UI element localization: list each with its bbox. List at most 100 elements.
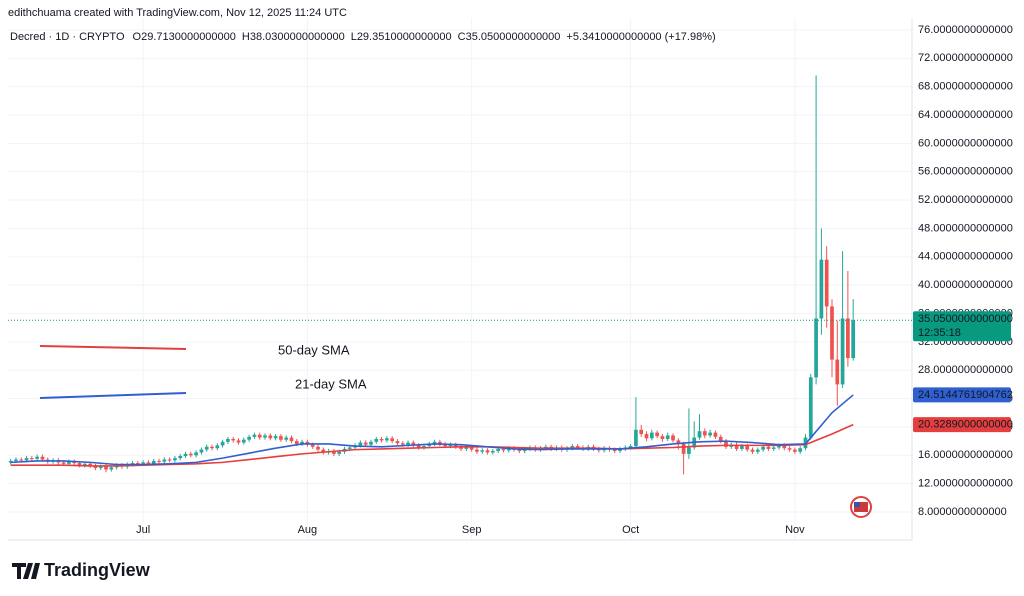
candle-body <box>634 429 638 447</box>
legend-label: 50-day SMA <box>278 342 350 357</box>
candle-body <box>257 434 262 438</box>
y-tick-label: 28.0000000000000 <box>918 364 1013 376</box>
candle-body <box>644 434 649 439</box>
candle-body <box>734 444 739 449</box>
candle-body <box>93 465 98 469</box>
y-tick-label: 72.0000000000000 <box>918 52 1013 64</box>
symbol-legend: Decred · 1D · CRYPTO O 29.7130000000000 H 3… <box>10 31 716 43</box>
candle-body <box>231 438 236 441</box>
candle-body <box>422 446 426 448</box>
legend-swatch <box>39 392 187 399</box>
x-tick-label: Sep <box>462 524 482 536</box>
price-badge-label: 35.0500000000000 <box>918 313 1013 325</box>
candle-body <box>236 440 241 443</box>
countdown: 12:35:18 <box>918 327 961 339</box>
candle-body <box>14 459 18 461</box>
plot <box>8 18 912 540</box>
candle-body <box>284 437 289 440</box>
candle-body <box>316 446 320 450</box>
y-tick-label: 52.0000000000000 <box>918 194 1013 206</box>
ohlc-key: O <box>133 31 142 43</box>
y-tick-label: 56.0000000000000 <box>918 166 1013 178</box>
candle-body <box>215 445 220 449</box>
price-badge-label: 20.3289000000000 <box>918 419 1013 431</box>
candle-body <box>570 446 575 449</box>
candle-body <box>67 461 71 464</box>
y-tick-label: 40.0000000000000 <box>918 279 1013 291</box>
candle-body <box>777 445 781 448</box>
candle-body <box>808 377 813 438</box>
candle-body <box>846 318 850 359</box>
candle-body <box>702 431 707 436</box>
candle-body <box>655 432 659 437</box>
candle-body <box>279 436 283 440</box>
candle-body <box>665 435 670 439</box>
price-badge-label: 24.5144761904762 <box>918 389 1013 401</box>
candle-body <box>194 452 198 456</box>
candle-body <box>761 446 765 450</box>
candle-body <box>289 437 294 442</box>
candle-body <box>671 435 675 441</box>
ohlc-key: L <box>351 31 357 43</box>
y-tick-label: 44.0000000000000 <box>918 251 1013 263</box>
candle-body <box>819 259 824 319</box>
candle-body <box>798 448 803 452</box>
candle-body <box>480 450 485 452</box>
candle-body <box>438 441 442 444</box>
candle-body <box>496 448 501 452</box>
candle-body <box>204 446 209 450</box>
candle-body <box>294 441 299 444</box>
candle-body <box>724 441 728 447</box>
candle-body <box>199 449 204 453</box>
candle-body <box>464 447 469 449</box>
logo-icon <box>12 563 40 579</box>
candle-body <box>167 459 172 461</box>
candle-body <box>310 444 315 447</box>
candle-body <box>88 463 92 466</box>
candle-body <box>358 442 363 446</box>
y-tick-label: 12.0000000000000 <box>918 478 1013 490</box>
candle-body <box>406 442 410 445</box>
candle-body <box>135 463 140 465</box>
candle-body <box>501 448 506 451</box>
candle-body <box>104 466 108 470</box>
ohlc-value: 38.0300000000000 <box>250 31 345 43</box>
candle-body <box>263 435 267 438</box>
candle-body <box>369 441 373 445</box>
candle-body <box>676 440 681 444</box>
candle-body <box>162 459 167 462</box>
candle-body <box>183 453 188 457</box>
ohlc-key: H <box>242 31 250 43</box>
candle-body <box>649 432 654 439</box>
candle-body <box>713 432 718 437</box>
change: +5.3410000000000 (+17.98%) <box>566 31 715 43</box>
candle-body <box>363 442 368 445</box>
candle-body <box>390 438 395 442</box>
candle-body <box>337 451 342 454</box>
candle-body <box>771 447 776 449</box>
x-tick-label: Nov <box>785 524 805 536</box>
candle-body <box>697 431 702 438</box>
candle-body <box>628 446 633 448</box>
candle-body <box>830 306 834 360</box>
candle-body <box>395 441 400 444</box>
ohlc-value: 29.3510000000000 <box>357 31 452 43</box>
candle-body <box>220 441 225 446</box>
candle-body <box>321 449 326 453</box>
candle-body <box>453 444 458 447</box>
y-tick-label: 64.0000000000000 <box>918 109 1013 121</box>
x-tick-label: Jul <box>136 524 150 536</box>
candle-body <box>416 445 421 448</box>
candle-body <box>793 449 797 452</box>
candle-body <box>618 448 622 452</box>
flag-icon <box>850 496 872 518</box>
price-badge <box>913 311 1011 342</box>
ohlc-key: C <box>458 31 466 43</box>
price-badge <box>913 417 1011 433</box>
y-tick-label: 8.0000000000000 <box>918 506 1007 518</box>
candle-body <box>82 463 87 466</box>
candle-body <box>247 436 251 440</box>
candle-body <box>475 449 479 452</box>
candle-body <box>109 467 114 470</box>
